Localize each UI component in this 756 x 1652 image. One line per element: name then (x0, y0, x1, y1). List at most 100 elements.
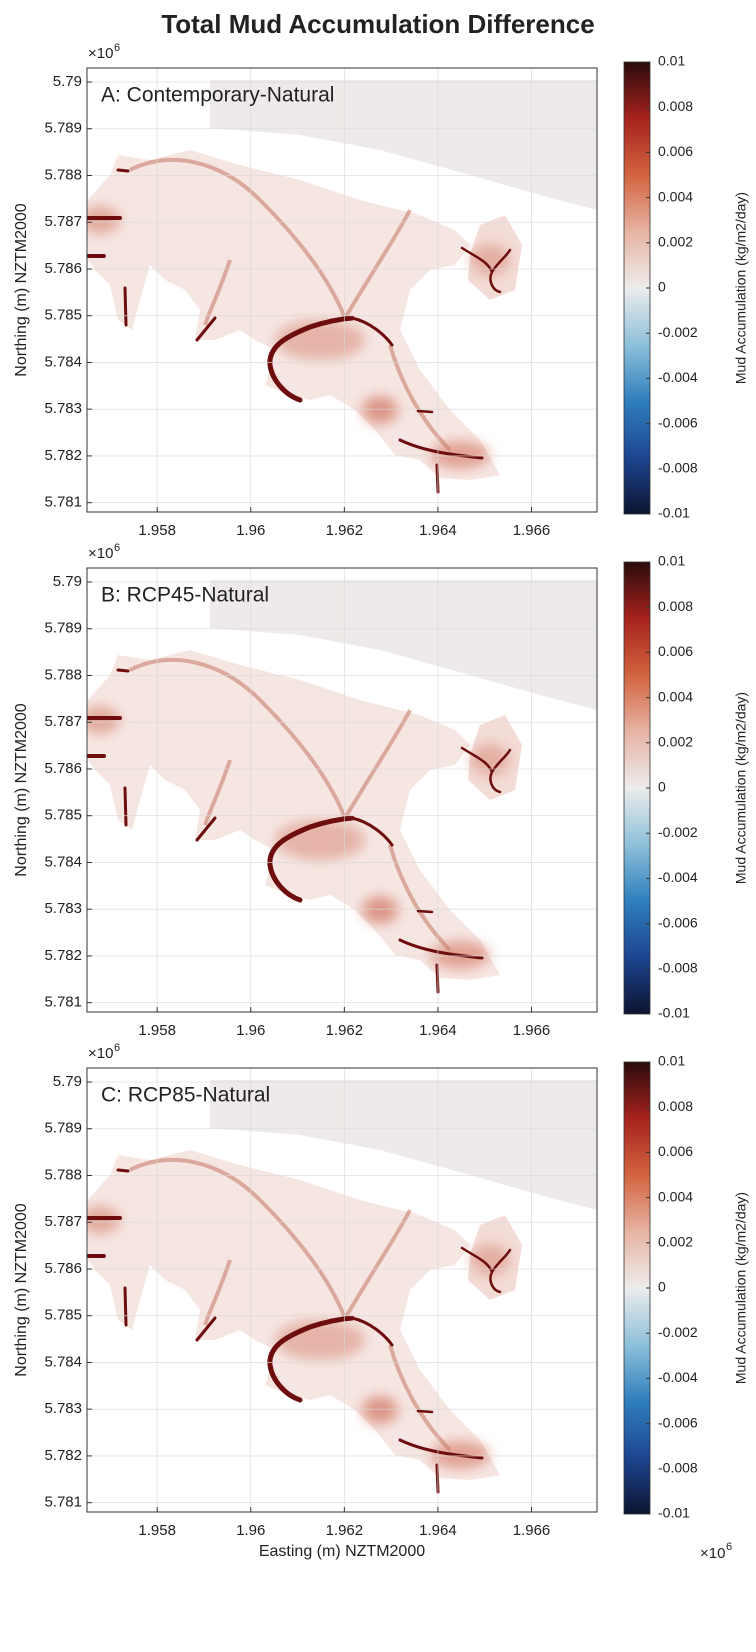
colorbar-tick-label: 0.008 (658, 1098, 693, 1114)
y-axis-label: Northing (m) NZTM2000 (13, 703, 30, 876)
colorbar-tick-label: 0.002 (658, 1234, 693, 1250)
y-tick-label: 5.79 (53, 73, 82, 90)
axes-box (86, 1067, 598, 1513)
colorbar-tick-label: 0.006 (658, 643, 693, 659)
colorbar-tick-label: 0.004 (658, 1188, 693, 1204)
y-tick-label: 5.784 (44, 853, 82, 870)
y-tick-label: 5.785 (44, 307, 82, 324)
axes-box (86, 67, 598, 513)
colorbar-tick-label: -0.004 (658, 369, 698, 385)
y-tick-label: 5.784 (44, 353, 82, 370)
x-tick-label: 1.964 (419, 1022, 457, 1039)
y-tick-label: 5.787 (44, 713, 82, 730)
colorbar-tick-label: -0.008 (658, 1460, 698, 1476)
y-tick-label: 5.786 (44, 760, 82, 777)
colorbar-tick-label: 0.01 (658, 553, 685, 569)
colorbar-tick-label: -0.002 (658, 824, 698, 840)
colorbar (623, 1061, 651, 1515)
panel-label: B: RCP45-Natural (101, 584, 269, 607)
y-multiplier-exponent: 6 (114, 542, 120, 554)
colorbar-tick-label: -0.004 (658, 869, 698, 885)
y-tick-label: 5.783 (44, 1400, 82, 1417)
x-tick-label: 1.958 (138, 1522, 176, 1539)
y-tick-label: 5.79 (53, 573, 82, 590)
y-tick-label: 5.786 (44, 1260, 82, 1277)
y-tick-label: 5.783 (44, 900, 82, 917)
x-tick-label: 1.958 (138, 522, 176, 539)
x-tick-label: 1.964 (419, 522, 457, 539)
y-tick-label: 5.788 (44, 166, 82, 183)
y-tick-label: 5.789 (44, 620, 82, 637)
x-tick-label: 1.962 (326, 1022, 364, 1039)
colorbar-tick-label: -0.002 (658, 1324, 698, 1340)
x-axis-label: Easting (m) NZTM2000 (259, 1543, 425, 1560)
y-tick-label: 5.79 (53, 1073, 82, 1090)
colorbar-tick-label: 0.004 (658, 688, 693, 704)
y-tick-label: 5.782 (44, 447, 82, 464)
colorbar-tick-label: -0.006 (658, 914, 698, 930)
colorbar-tick-label: 0.006 (658, 143, 693, 159)
y-tick-label: 5.781 (44, 994, 82, 1011)
y-tick-label: 5.785 (44, 807, 82, 824)
panel-label: C: RCP85-Natural (101, 1084, 270, 1107)
y-tick-label: 5.785 (44, 1307, 82, 1324)
y-tick-label: 5.784 (44, 1353, 82, 1370)
colorbar-tick-label: 0.002 (658, 734, 693, 750)
y-multiplier: ×10 (88, 45, 113, 62)
colorbar-tick-label: 0.01 (658, 1053, 685, 1069)
colorbar-tick-label: -0.008 (658, 460, 698, 476)
y-axis-label: Northing (m) NZTM2000 (13, 1203, 30, 1376)
colorbar-tick-label: -0.002 (658, 324, 698, 340)
y-tick-label: 5.783 (44, 400, 82, 417)
colorbar-label: Mud Accumulation (kg/m2/day) (733, 192, 749, 384)
map-panel (87, 68, 597, 512)
x-tick-label: 1.962 (326, 1522, 364, 1539)
y-tick-label: 5.789 (44, 120, 82, 137)
colorbar-tick-label: 0 (658, 279, 666, 295)
colorbar-tick-label: 0 (658, 779, 666, 795)
colorbar-tick-label: 0 (658, 1279, 666, 1295)
colorbar-tick-label: -0.008 (658, 960, 698, 976)
x-tick-label: 1.962 (326, 522, 364, 539)
y-multiplier: ×10 (88, 1045, 113, 1062)
y-tick-label: 5.782 (44, 1447, 82, 1464)
colorbar-tick-label: -0.01 (658, 505, 690, 521)
x-tick-label: 1.966 (513, 1522, 551, 1539)
y-tick-label: 5.787 (44, 213, 82, 230)
colorbar-tick-label: -0.006 (658, 1414, 698, 1430)
colorbar-label: Mud Accumulation (kg/m2/day) (733, 692, 749, 884)
y-multiplier: ×10 (88, 545, 113, 562)
colorbar-tick-label: -0.01 (658, 1005, 690, 1021)
axes-box (86, 567, 598, 1013)
colorbar-tick-label: 0.01 (658, 53, 685, 69)
x-tick-label: 1.96 (236, 1022, 265, 1039)
colorbar-tick-label: 0.004 (658, 188, 693, 204)
colorbar-tick-label: -0.004 (658, 1369, 698, 1385)
y-tick-label: 5.781 (44, 1494, 82, 1511)
colorbar-tick-label: -0.01 (658, 1505, 690, 1521)
x-tick-label: 1.96 (236, 522, 265, 539)
x-tick-label: 1.966 (513, 522, 551, 539)
y-tick-label: 5.781 (44, 494, 82, 511)
y-multiplier-exponent: 6 (114, 42, 120, 54)
x-tick-label: 1.966 (513, 1022, 551, 1039)
y-axis-label: Northing (m) NZTM2000 (13, 203, 30, 376)
panel-label: A: Contemporary-Natural (101, 84, 334, 107)
x-multiplier: ×10 (700, 1545, 725, 1562)
x-tick-label: 1.964 (419, 1522, 457, 1539)
x-tick-label: 1.958 (138, 1022, 176, 1039)
map-panel (87, 1068, 597, 1512)
colorbar-tick-label: 0.006 (658, 1143, 693, 1159)
colorbar-tick-label: -0.006 (658, 414, 698, 430)
y-tick-label: 5.788 (44, 1166, 82, 1183)
x-multiplier-exponent: 6 (726, 1541, 732, 1553)
y-multiplier-exponent: 6 (114, 1042, 120, 1054)
map-panel (87, 568, 597, 1012)
y-tick-label: 5.788 (44, 666, 82, 683)
colorbar-tick-label: 0.008 (658, 598, 693, 614)
colorbar-label: Mud Accumulation (kg/m2/day) (733, 1192, 749, 1384)
y-tick-label: 5.787 (44, 1213, 82, 1230)
figure-title: Total Mud Accumulation Difference (161, 9, 594, 39)
